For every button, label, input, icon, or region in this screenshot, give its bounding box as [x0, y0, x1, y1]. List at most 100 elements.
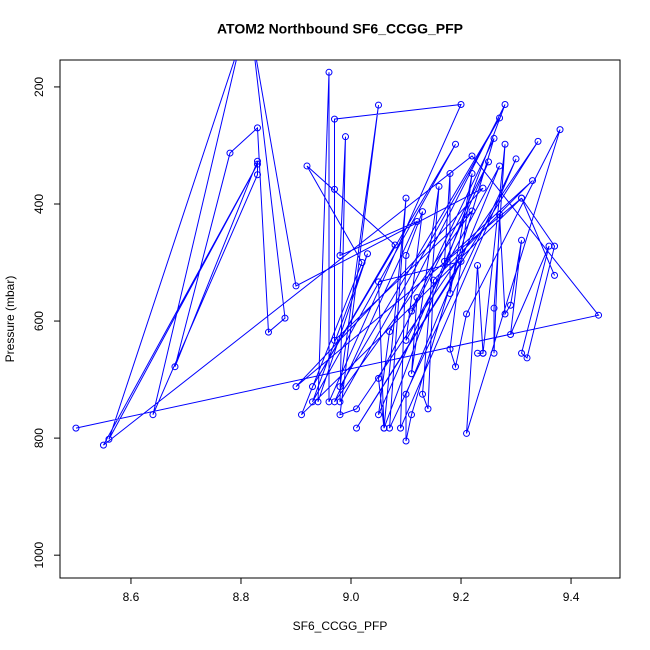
data-point — [253, 124, 261, 132]
data-point — [149, 411, 157, 419]
x-tick-label: 8.8 — [233, 590, 250, 604]
data-point — [408, 307, 416, 315]
data-point — [501, 310, 509, 318]
data-point — [99, 441, 107, 449]
data-point — [330, 336, 338, 344]
data-point — [430, 276, 438, 284]
data-point — [595, 311, 603, 319]
data-point — [468, 170, 476, 178]
data-point — [402, 336, 410, 344]
x-tick-label: 9.2 — [453, 590, 470, 604]
data-point — [297, 411, 305, 419]
data-point — [402, 437, 410, 445]
data-point — [446, 345, 454, 353]
data-point — [479, 349, 487, 357]
data-point — [441, 257, 449, 265]
data-point — [281, 314, 289, 322]
data-point — [308, 383, 316, 391]
data-point — [314, 398, 322, 406]
data-point — [457, 257, 465, 265]
data-point — [463, 310, 471, 318]
data-point — [253, 157, 261, 165]
y-tick-label: 800 — [32, 428, 46, 448]
data-point — [452, 140, 460, 148]
data-point — [419, 390, 427, 398]
data-point — [303, 162, 311, 170]
x-tick-label: 9.4 — [563, 590, 580, 604]
data-point — [507, 331, 515, 339]
y-tick-label: 200 — [32, 77, 46, 97]
data-point — [375, 101, 383, 109]
data-point — [336, 411, 344, 419]
data-point — [353, 405, 361, 413]
data-point — [238, 37, 244, 43]
series-line — [75, 60, 600, 446]
data-point — [534, 137, 542, 145]
data-point — [264, 328, 272, 336]
data-point — [342, 133, 350, 141]
data-point — [402, 251, 410, 259]
data-point — [496, 114, 504, 122]
data-point — [226, 149, 234, 157]
plot-frame — [59, 59, 621, 579]
data-point — [171, 363, 179, 371]
data-point — [518, 194, 526, 202]
data-point — [375, 374, 383, 382]
data-point — [463, 429, 471, 437]
data-point — [452, 363, 460, 371]
data-point — [330, 185, 338, 193]
y-tick-label: 600 — [32, 311, 46, 331]
data-point — [375, 411, 383, 419]
data-point — [496, 162, 504, 170]
y-axis-label: Pressure (mbar) — [3, 276, 17, 363]
data-point — [386, 328, 394, 336]
data-point — [353, 424, 361, 432]
data-point — [424, 405, 432, 413]
data-point — [72, 424, 80, 432]
data-point — [402, 390, 410, 398]
data-point — [408, 411, 416, 419]
x-tick-label: 9.0 — [343, 590, 360, 604]
data-point — [468, 152, 476, 160]
data-point — [512, 155, 520, 163]
data-point — [529, 177, 537, 185]
data-point — [253, 160, 261, 168]
data-point — [501, 140, 509, 148]
data-point — [253, 171, 261, 179]
data-point — [518, 349, 526, 357]
data-point — [336, 383, 344, 391]
data-point — [330, 115, 338, 123]
data-point — [485, 158, 493, 166]
data-point — [479, 184, 487, 192]
data-point — [446, 290, 454, 298]
data-point — [490, 134, 498, 142]
data-point — [386, 424, 394, 432]
data-point — [292, 383, 300, 391]
data-point — [397, 424, 405, 432]
data-point — [375, 278, 383, 286]
data-point — [518, 236, 526, 244]
y-tick-label: 400 — [32, 194, 46, 214]
data-point — [292, 282, 300, 290]
data-point — [402, 194, 410, 202]
x-axis-label: SF6_CCGG_PFP — [293, 619, 388, 633]
data-point — [507, 301, 515, 309]
chart-title: ATOM2 Northbound SF6_CCGG_PFP — [217, 21, 463, 37]
data-point — [413, 294, 421, 302]
data-point — [364, 250, 372, 258]
data-point — [419, 208, 427, 216]
data-point — [474, 261, 482, 269]
data-point — [446, 170, 454, 178]
data-point — [435, 182, 443, 190]
data-point — [336, 251, 344, 259]
data-point — [336, 398, 344, 406]
data-point — [501, 100, 509, 108]
data-point — [325, 68, 333, 76]
data-point — [413, 218, 421, 226]
data-point — [551, 271, 559, 279]
data-point — [468, 207, 476, 215]
data-point — [496, 211, 504, 219]
data-point — [551, 242, 559, 250]
plot-area — [72, 37, 603, 449]
